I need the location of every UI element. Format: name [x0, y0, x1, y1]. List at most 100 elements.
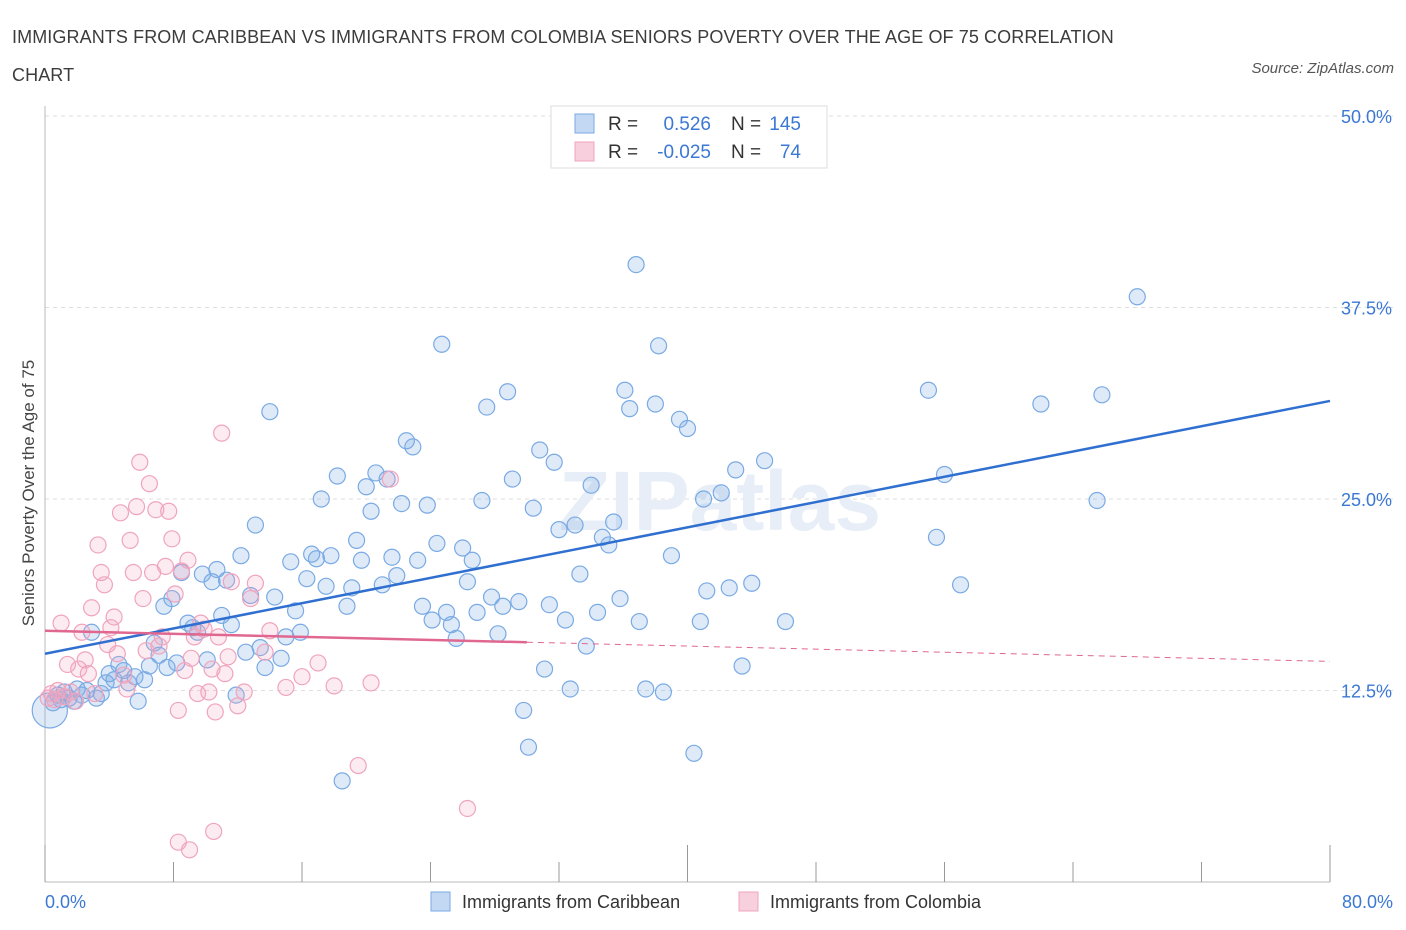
caribbean-point	[256, 658, 274, 677]
colombia-point	[134, 589, 152, 608]
caribbean-point	[266, 588, 284, 606]
caribbean-point	[409, 551, 427, 569]
caribbean-point	[73, 686, 91, 704]
caribbean-point	[478, 398, 496, 416]
caribbean-point	[694, 490, 713, 508]
colombia-point	[70, 660, 88, 678]
trend-lines	[44, 399, 1331, 662]
caribbean-point	[413, 597, 432, 615]
caribbean-point	[388, 566, 406, 585]
caribbean-point	[150, 646, 168, 664]
colombia-point	[261, 622, 279, 640]
colombia-point	[209, 628, 228, 646]
caribbean-point	[373, 576, 391, 594]
colombia-point	[179, 551, 197, 569]
colombia-point	[137, 642, 155, 660]
legend-n-label-colombia: N =	[731, 142, 761, 163]
caribbean-point	[503, 470, 522, 488]
colombia-point	[256, 643, 274, 661]
y-tick-label: 12.5%	[1341, 682, 1392, 702]
caribbean-point	[328, 467, 346, 485]
x-tick-label-max: 80.0%	[1342, 892, 1393, 912]
caribbean-point	[616, 381, 634, 399]
colombia-point	[95, 576, 114, 594]
colombia-point	[166, 585, 184, 603]
colombia-point	[52, 614, 70, 632]
axes	[44, 106, 1331, 883]
colombia-point	[124, 563, 142, 582]
caribbean-point	[611, 589, 629, 608]
caribbean-point	[627, 256, 645, 274]
colombia-point	[246, 574, 265, 592]
caribbean-point	[654, 683, 673, 701]
colombia-point	[150, 637, 168, 655]
colombia-point	[108, 645, 126, 663]
caribbean-point	[743, 574, 761, 592]
caribbean-point	[1032, 395, 1050, 413]
y-axis-label: Seniors Poverty Over the Age of 75	[19, 360, 38, 626]
caribbean-point	[621, 400, 639, 418]
legend-swatch-colombia	[574, 141, 595, 162]
caribbean-point	[286, 602, 305, 620]
y-tick-label: 50.0%	[1341, 107, 1392, 127]
colombia-point	[205, 822, 223, 841]
colombia-point	[229, 697, 247, 715]
caribbean-point	[482, 588, 501, 606]
colombia-point	[58, 655, 77, 674]
series-legend: Immigrants from Caribbean Immigrants fro…	[430, 891, 982, 912]
caribbean-point	[678, 419, 697, 438]
caribbean-point	[605, 513, 623, 531]
colombia-point	[293, 668, 311, 686]
caribbean-point	[535, 660, 554, 678]
colombia-point	[200, 683, 218, 701]
x-tick-labels: 0.0% 80.0%	[45, 892, 1393, 912]
caribbean-point	[927, 528, 946, 546]
caribbean-point	[489, 625, 507, 643]
caribbean-point	[582, 476, 600, 494]
caribbean-point	[463, 551, 481, 569]
caribbean-point	[685, 744, 703, 762]
colombia-point	[127, 498, 146, 516]
x-tick-label-min: 0.0%	[45, 892, 86, 912]
colombia-point	[242, 589, 260, 608]
trend-line-colombia-extrapolated	[526, 641, 1331, 662]
legend-n-label-caribbean: N =	[731, 114, 761, 135]
trend-line-caribbean	[44, 399, 1331, 655]
caribbean-point	[447, 629, 465, 648]
caribbean-point	[577, 637, 595, 655]
colombia-point	[172, 562, 191, 580]
caribbean-point	[637, 680, 655, 698]
caribbean-point	[649, 337, 668, 355]
caribbean-point	[545, 453, 563, 471]
colombia-point	[362, 674, 380, 692]
caribbean-point	[92, 684, 110, 703]
caribbean-point	[246, 516, 265, 534]
caribbean-point	[951, 576, 970, 594]
caribbean-point	[352, 551, 371, 569]
caribbean-point	[208, 560, 226, 579]
legend-r-label-colombia: R =	[608, 142, 638, 163]
caribbean-point	[720, 579, 738, 597]
caribbean-point	[494, 597, 512, 615]
colombia-point	[49, 681, 67, 700]
legend-n-value-caribbean: 145	[769, 114, 801, 135]
caribbean-point	[588, 603, 607, 621]
colombia-point	[213, 424, 231, 442]
caribbean-point	[433, 335, 451, 353]
legend-r-value-colombia: -0.025	[657, 142, 711, 163]
caribbean-point	[404, 438, 422, 456]
source-note: Source: ZipAtlas.com	[1251, 60, 1394, 77]
colombia-point	[89, 536, 107, 554]
caribbean-point	[362, 502, 380, 520]
caribbean-point	[712, 484, 730, 502]
caribbean-point	[1093, 386, 1111, 404]
caribbean-point	[418, 496, 436, 514]
caribbean-point	[561, 680, 579, 698]
caribbean-point	[662, 547, 681, 565]
colombia-point	[325, 677, 343, 695]
caribbean-point	[298, 570, 316, 588]
colombia-point	[169, 701, 187, 720]
caribbean-point	[338, 597, 356, 615]
colombia-point	[206, 703, 224, 721]
